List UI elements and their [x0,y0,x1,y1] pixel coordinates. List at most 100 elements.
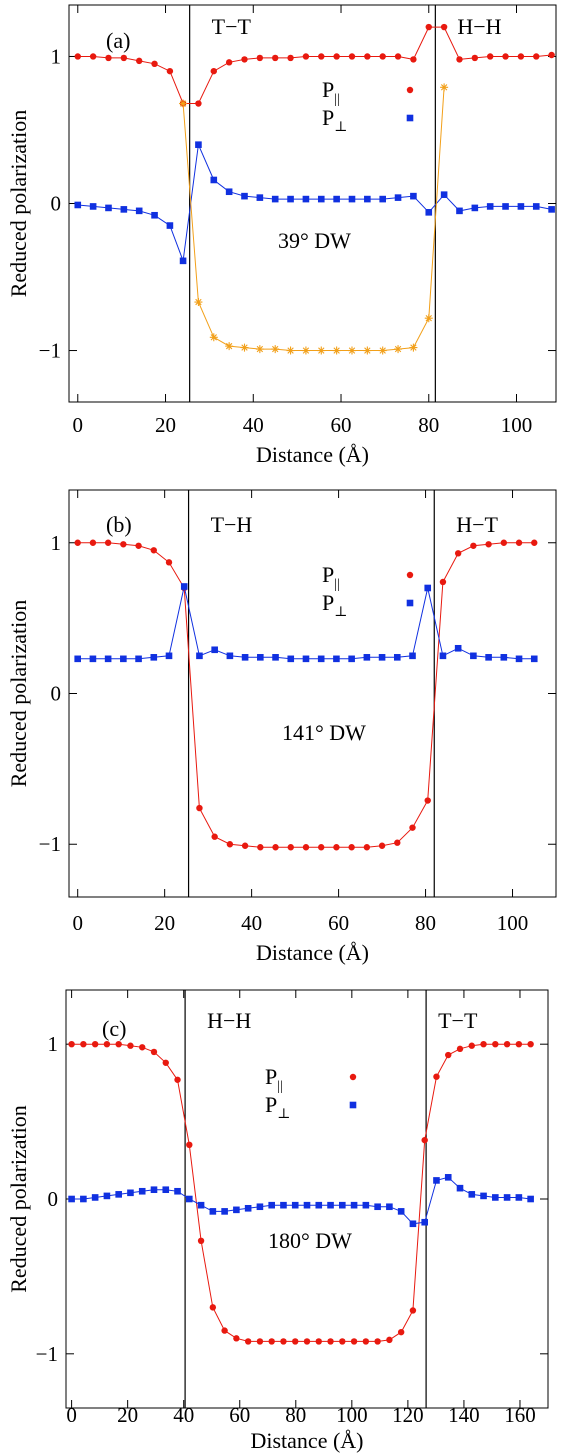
data-point [74,201,82,209]
data-point [409,343,418,352]
legend-marker [406,114,414,122]
data-point [197,1237,205,1245]
data-point [363,346,372,355]
data-point [241,56,248,63]
data-point [456,1045,464,1053]
data-point [151,60,158,68]
data-point [532,203,540,210]
data-point [347,346,356,355]
y-tick-label: 0 [51,192,62,216]
data-point [317,346,326,355]
data-point [150,1048,158,1056]
data-point [226,841,234,848]
data-point [527,1195,534,1203]
data-point [194,298,203,307]
data-point [445,1051,452,1059]
data-point [363,844,371,851]
data-point [424,584,432,592]
data-point [315,1201,323,1209]
data-point [374,1338,381,1345]
data-point [135,207,143,215]
data-point [286,346,295,355]
data-point [225,59,233,66]
data-point [364,195,371,203]
data-point [302,53,310,60]
data-point [174,1076,181,1083]
panel-label: (a) [106,28,130,53]
data-point [517,53,525,60]
data-point [165,559,173,566]
y-tick-label: −1 [39,832,61,856]
data-point [315,1338,322,1345]
data-point [470,542,477,549]
domain-wall-label: H−T [456,512,498,537]
data-point [272,654,279,661]
data-point [150,547,157,554]
data-point [362,1201,370,1209]
series-star [179,83,449,355]
series-line [71,1176,531,1225]
data-point [348,844,355,851]
data-point [287,844,294,851]
data-point [397,1208,405,1215]
x-tick-label: 120 [392,1403,424,1427]
plot-frame [65,989,549,1409]
data-point [74,539,81,546]
plot-frame [68,4,557,403]
series-line [77,542,535,848]
x-tick-label: 0 [66,1403,77,1427]
data-point [301,346,310,355]
data-point [515,1194,523,1201]
data-point [240,343,249,352]
data-point [527,1040,534,1048]
data-point [433,1177,440,1184]
data-point [256,194,264,201]
data-point [241,654,249,661]
data-point [174,1187,181,1195]
data-point [195,141,202,148]
series-circle [74,539,538,851]
data-point [272,54,279,62]
data-point [179,257,187,265]
chart-panel-1: 0 20 40 60 80 100 −1 0 1 Distance (Å) Reduced pola… [6,4,557,467]
data-point [151,211,158,219]
data-point [332,346,341,355]
data-point [394,194,402,201]
data-point [115,1191,122,1198]
data-point [421,1218,428,1226]
data-point [241,842,249,849]
data-point [233,1335,240,1342]
data-point [363,654,371,661]
data-point [291,1201,299,1209]
x-tick-label: 40 [243,413,264,437]
data-point [480,1040,487,1048]
data-point [318,53,325,60]
series-line [77,586,535,660]
legend-label: P⊥ [265,1092,290,1122]
plot-frame [68,489,557,898]
data-point [180,583,188,590]
data-point [548,51,555,59]
data-point [492,1040,499,1048]
data-point [470,652,477,660]
data-point [333,655,340,663]
data-point [221,1327,228,1334]
y-tick-label: 1 [51,531,62,555]
data-point [150,654,158,661]
data-point [503,1040,511,1048]
data-point [350,1338,358,1345]
series-square [68,1174,534,1228]
wall-type-label: 141° DW [282,720,366,745]
data-point [104,539,112,546]
legend-label: P|| [322,77,340,107]
x-tick-label: 80 [285,1403,306,1427]
data-point [486,203,494,210]
data-point [179,99,188,108]
y-axis-label: Reduced polarization [6,110,31,298]
data-point [209,1304,217,1311]
x-tick-label: 160 [504,1403,536,1427]
data-point [225,342,234,351]
data-point [379,195,386,203]
domain-wall-label: H−H [457,14,501,39]
